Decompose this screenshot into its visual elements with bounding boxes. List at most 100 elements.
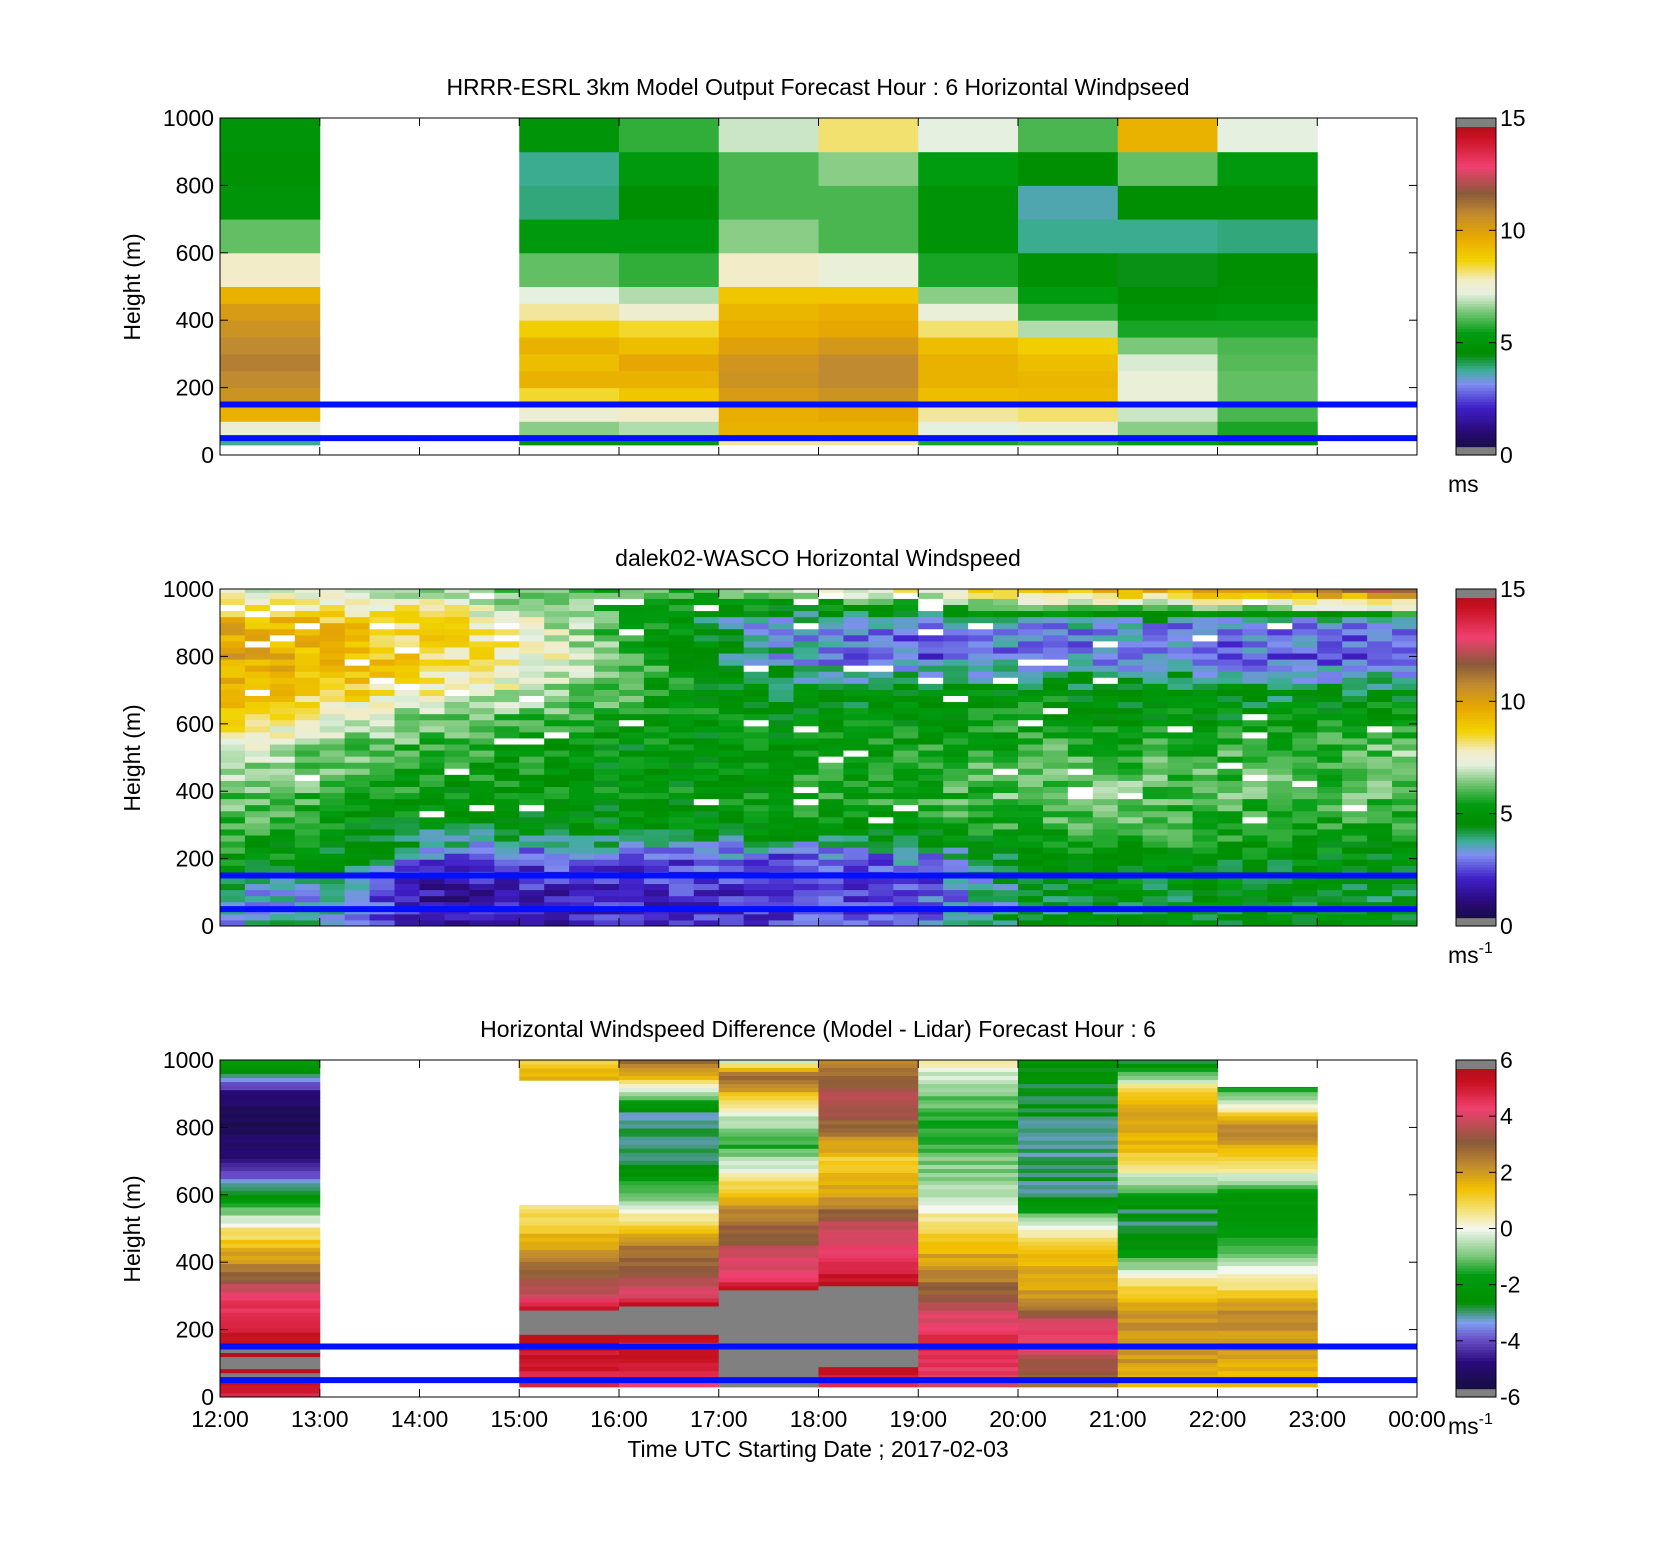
lidar-cell xyxy=(1067,628,1094,636)
model-cell xyxy=(1217,421,1318,439)
difference-cell xyxy=(818,1221,919,1226)
difference-cell xyxy=(220,1320,321,1325)
colorbar-swatch xyxy=(1456,1217,1496,1221)
lidar-cell xyxy=(1117,671,1144,678)
lidar-cell xyxy=(1042,634,1069,642)
colorbar-swatch xyxy=(1456,838,1496,843)
lidar-cell xyxy=(1018,901,1044,909)
model-cell xyxy=(1217,404,1318,422)
lidar-cell xyxy=(319,901,346,909)
lidar-cell xyxy=(818,695,844,703)
lidar-cell xyxy=(1217,592,1243,599)
lidar-cell xyxy=(619,671,645,678)
lidar-cell xyxy=(1067,598,1094,606)
lidar-cell xyxy=(1292,750,1318,757)
difference-cell xyxy=(718,1334,819,1339)
lidar-cell xyxy=(569,744,595,751)
lidar-cell xyxy=(469,835,495,842)
lidar-cell xyxy=(619,707,645,715)
difference-cell xyxy=(1217,1208,1318,1214)
lidar-cell xyxy=(269,792,296,800)
difference-cell xyxy=(718,1128,819,1133)
lidar-cell xyxy=(1267,689,1293,696)
colorbar-swatch xyxy=(1456,591,1496,596)
lidar-cell xyxy=(419,859,445,866)
lidar-cell xyxy=(544,695,570,703)
difference-cell xyxy=(220,1122,321,1127)
lidar-cell xyxy=(918,707,944,715)
lidar-cell xyxy=(444,883,470,891)
lidar-cell xyxy=(1018,913,1044,921)
lidar-cell xyxy=(1342,737,1368,745)
lidar-cell xyxy=(1267,841,1293,848)
lidar-cell xyxy=(444,610,470,618)
lidar-cell xyxy=(968,677,994,684)
lidar-cell xyxy=(319,859,346,866)
model-cell xyxy=(1217,118,1318,153)
lidar-cell xyxy=(1067,828,1094,836)
lidar-cell xyxy=(1142,610,1169,618)
lidar-cell xyxy=(419,689,445,696)
lidar-cell xyxy=(1092,810,1119,818)
y-tick-label: 1000 xyxy=(163,105,214,131)
difference-cell xyxy=(918,1253,1019,1258)
lidar-cell xyxy=(269,604,296,612)
lidar-cell xyxy=(544,659,570,666)
difference-cell xyxy=(619,1152,720,1157)
model-cell xyxy=(619,118,720,153)
difference-cell xyxy=(1018,1217,1119,1222)
lidar-cell xyxy=(918,889,944,897)
difference-cell xyxy=(818,1200,919,1206)
lidar-cell xyxy=(818,707,844,715)
lidar-cell xyxy=(918,901,944,909)
panel-2-ylabel: Height (m) xyxy=(119,704,145,811)
lidar-cell xyxy=(269,768,296,775)
difference-cell xyxy=(519,1281,620,1287)
lidar-cell xyxy=(494,695,520,703)
lidar-cell xyxy=(943,707,969,715)
lidar-cell xyxy=(868,762,894,769)
lidar-cell xyxy=(968,683,994,690)
lidar-cell xyxy=(1367,822,1393,830)
lidar-cell xyxy=(369,634,396,642)
difference-cell xyxy=(918,1115,1019,1121)
lidar-cell xyxy=(1367,622,1393,630)
lidar-cell xyxy=(1142,695,1169,703)
difference-cell xyxy=(1018,1152,1119,1157)
lidar-cell xyxy=(619,804,645,812)
lidar-cell xyxy=(718,737,745,745)
colorbar-swatch xyxy=(1456,1214,1496,1218)
lidar-cell xyxy=(1067,865,1094,872)
lidar-cell xyxy=(793,780,819,787)
difference-cell xyxy=(1018,1063,1119,1068)
difference-cell xyxy=(818,1301,919,1307)
lidar-cell xyxy=(1092,853,1119,860)
lidar-cell xyxy=(469,919,495,927)
lidar-cell xyxy=(868,889,894,897)
colorbar-swatch xyxy=(1456,670,1496,674)
lidar-cell xyxy=(843,750,869,757)
lidar-cell xyxy=(843,610,869,618)
lidar-cell xyxy=(394,865,420,872)
lidar-cell xyxy=(1342,731,1368,739)
difference-cell xyxy=(918,1164,1019,1170)
lidar-cell xyxy=(893,628,919,636)
lidar-cell xyxy=(519,792,545,800)
lidar-cell xyxy=(220,804,246,812)
difference-cell xyxy=(220,1239,321,1244)
lidar-cell xyxy=(818,756,844,763)
colorbar-swatch xyxy=(1456,1262,1496,1266)
lidar-cell xyxy=(1192,841,1218,848)
lidar-cell xyxy=(344,689,371,696)
panel-model-windspeed: HRRR-ESRL 3km Model Output Forecast Hour… xyxy=(119,74,1526,497)
lidar-cell xyxy=(1018,713,1044,721)
lidar-cell xyxy=(444,671,470,678)
lidar-cell xyxy=(1192,737,1218,745)
y-tick-label: 400 xyxy=(176,778,214,804)
lidar-cell xyxy=(594,725,620,733)
lidar-cell xyxy=(294,780,321,787)
lidar-cell xyxy=(868,689,894,696)
lidar-cell xyxy=(718,598,745,606)
difference-cell xyxy=(619,1293,720,1299)
model-cell xyxy=(1117,438,1218,446)
